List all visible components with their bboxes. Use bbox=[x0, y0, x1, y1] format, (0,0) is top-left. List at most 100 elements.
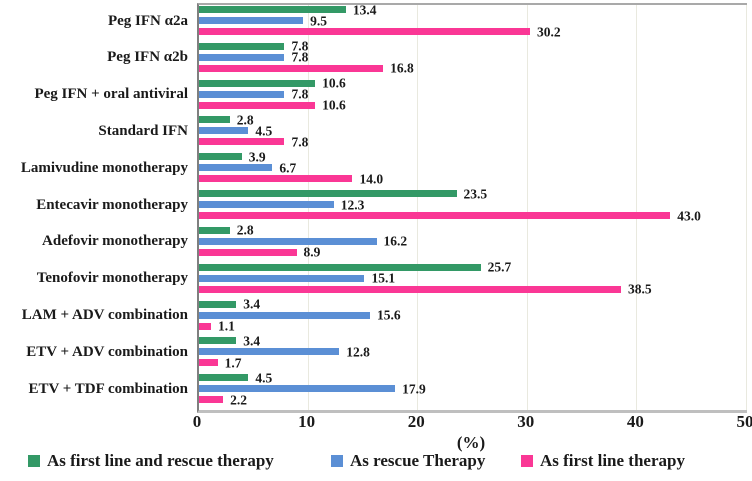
bar-row: 2.2 bbox=[199, 393, 747, 406]
bar-group: 7.8 7.8 16.8 bbox=[199, 40, 747, 79]
x-tick-label: 10 bbox=[298, 412, 316, 431]
bar-value-label: 25.7 bbox=[487, 259, 512, 275]
legend-swatch-pink bbox=[521, 454, 533, 467]
plot-area: 13.4 9.5 30.2 7.8 7.8 16.8 10.6 7.8 10.6 2.8 4.5 7.… bbox=[197, 3, 747, 413]
bar-row: 12.8 bbox=[199, 345, 747, 358]
bar bbox=[199, 190, 457, 198]
bar-value-label: 23.5 bbox=[463, 185, 488, 201]
bar-row: 8.9 bbox=[199, 246, 747, 259]
bar bbox=[199, 42, 285, 50]
bar-value-label: 14.0 bbox=[359, 171, 384, 186]
bar-value-label: 7.8 bbox=[291, 38, 309, 54]
bar-group: 3.4 12.8 1.7 bbox=[199, 334, 747, 373]
bar-value-label: 10.6 bbox=[322, 75, 346, 91]
bar bbox=[199, 17, 304, 24]
bar-row: 6.7 bbox=[199, 161, 747, 174]
gridline bbox=[526, 5, 528, 410]
bar-row: 7.8 bbox=[199, 40, 747, 53]
bar-row: 13.4 bbox=[199, 3, 747, 16]
bar bbox=[199, 138, 285, 146]
bar-value-label: 15.6 bbox=[376, 307, 401, 323]
bar-value-label: 43.0 bbox=[677, 207, 701, 223]
bar bbox=[199, 348, 340, 356]
x-axis: 0 10 20 30 40 50 bbox=[193, 412, 752, 435]
bar-row: 3.4 bbox=[199, 297, 747, 310]
bar-value-label: 2.8 bbox=[236, 112, 254, 128]
legend-item-first-line-and-rescue: As first line and rescue therapy bbox=[28, 452, 274, 469]
bar-group: 3.9 6.7 14.0 bbox=[199, 149, 747, 189]
legend-item-rescue: As rescue Therapy bbox=[331, 452, 485, 469]
legend-item-first-line: As first line therapy bbox=[521, 452, 685, 469]
bar-value-label: 3.4 bbox=[243, 296, 261, 312]
category-axis: Peg IFN α2a Peg IFN α2b Peg IFN + oral ant… bbox=[0, 3, 192, 408]
x-tick-label: 40 bbox=[626, 412, 644, 431]
bar bbox=[199, 164, 273, 172]
bar-value-label: 17.9 bbox=[402, 380, 426, 396]
gridline bbox=[417, 5, 419, 410]
bar bbox=[199, 237, 377, 245]
category-label: Peg IFN α2b bbox=[107, 49, 188, 66]
bar-row: 43.0 bbox=[199, 209, 747, 222]
bar-row: 7.8 bbox=[199, 87, 747, 100]
bar bbox=[199, 274, 365, 282]
category-label: Lamivudine monotherapy bbox=[20, 159, 188, 176]
category-label: ETV + TDF combination bbox=[28, 380, 188, 397]
bar-value-label: 30.2 bbox=[536, 23, 561, 39]
bar-group: 13.4 9.5 30.2 bbox=[199, 3, 747, 42]
bar-row: 25.7 bbox=[199, 260, 747, 273]
bar bbox=[199, 90, 285, 98]
bar-value-label: 8.9 bbox=[303, 244, 321, 260]
x-tick-label: 0 bbox=[192, 412, 202, 431]
bar-value-label: 7.8 bbox=[291, 134, 309, 150]
bar-value-label: 2.2 bbox=[230, 391, 247, 407]
category-label: Tenofovir monotherapy bbox=[36, 270, 188, 287]
category-label: ETV + ADV combination bbox=[26, 343, 188, 360]
bar-group: 2.8 16.2 8.9 bbox=[199, 224, 747, 263]
bar-value-label: 6.7 bbox=[279, 160, 297, 175]
bar-value-label: 1.1 bbox=[218, 318, 235, 334]
bar-row: 17.9 bbox=[199, 382, 747, 395]
bar-row: 9.5 bbox=[199, 14, 747, 27]
bar-row: 4.5 bbox=[199, 371, 747, 384]
bar-value-label: 3.9 bbox=[248, 149, 266, 164]
bar bbox=[199, 263, 481, 271]
bar-value-label: 7.8 bbox=[291, 49, 309, 65]
bar-row: 2.8 bbox=[199, 224, 747, 237]
bar-value-label: 15.1 bbox=[371, 270, 396, 286]
bar bbox=[199, 300, 237, 308]
bar bbox=[199, 226, 230, 234]
bar-row: 4.5 bbox=[199, 124, 747, 137]
bar bbox=[199, 385, 396, 393]
bar-row: 10.6 bbox=[199, 76, 747, 89]
bar bbox=[199, 101, 316, 109]
bar-value-label: 16.2 bbox=[383, 233, 408, 249]
gridline bbox=[746, 5, 747, 410]
bar-value-label: 16.8 bbox=[390, 60, 414, 76]
bar-row: 16.8 bbox=[199, 62, 747, 75]
category-label: Peg IFN + oral antiviral bbox=[34, 86, 188, 103]
bar-row: 7.8 bbox=[199, 135, 747, 148]
category-label: Entecavir monotherapy bbox=[36, 196, 188, 213]
bar bbox=[199, 64, 384, 72]
x-tick-label: 30 bbox=[517, 412, 535, 431]
legend-label: As rescue Therapy bbox=[350, 451, 486, 470]
bar-value-label: 4.5 bbox=[255, 123, 273, 139]
bar-row: 15.6 bbox=[199, 308, 747, 321]
bar bbox=[199, 28, 530, 35]
category-label: Adefovir monotherapy bbox=[42, 233, 188, 250]
category-label: LAM + ADV combination bbox=[21, 307, 188, 324]
bar-group: 3.4 15.6 1.1 bbox=[199, 297, 747, 337]
legend-swatch-blue bbox=[331, 454, 343, 467]
bar-value-label: 12.8 bbox=[346, 344, 370, 360]
bar-row: 30.2 bbox=[199, 25, 747, 38]
bar bbox=[199, 359, 218, 367]
legend-label: As first line and rescue therapy bbox=[47, 451, 274, 470]
bar bbox=[199, 396, 224, 404]
bar bbox=[199, 201, 334, 209]
bar-value-label: 12.3 bbox=[340, 196, 365, 212]
bar-row: 1.1 bbox=[199, 319, 747, 332]
gridline bbox=[636, 5, 638, 410]
bar bbox=[199, 175, 353, 183]
bar-group: 23.5 12.3 43.0 bbox=[199, 185, 747, 226]
bar-value-label: 7.8 bbox=[291, 86, 309, 102]
